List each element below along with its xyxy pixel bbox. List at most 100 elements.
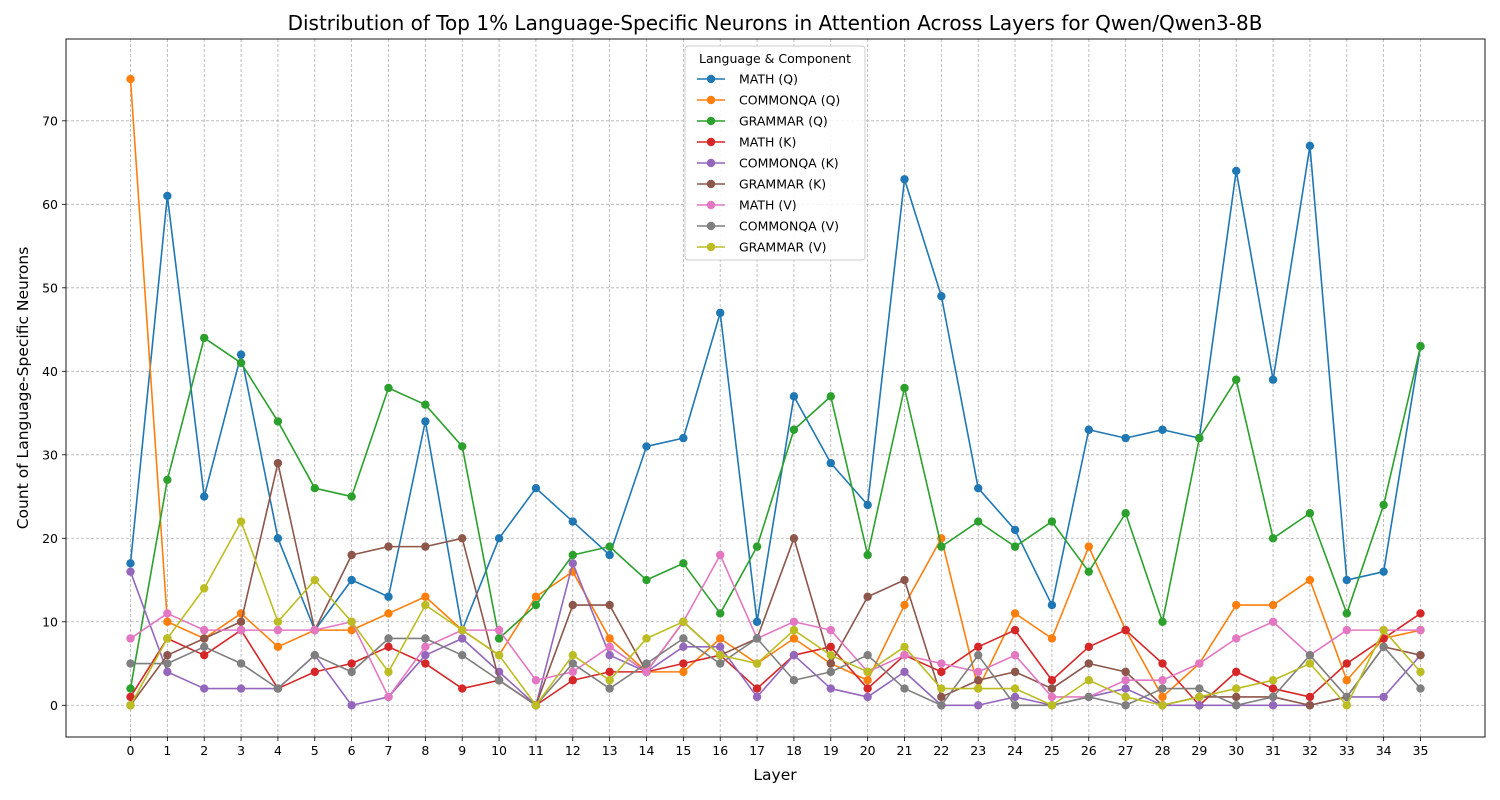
series-line (130, 637, 1422, 707)
data-point (642, 634, 651, 643)
data-point (458, 684, 467, 693)
series-commonqa-v (126, 634, 1425, 710)
data-point (1268, 600, 1278, 610)
data-point (1232, 166, 1241, 176)
x-tick-label: 25 (1044, 743, 1060, 758)
data-point (752, 542, 762, 551)
y-tick-label: 70 (42, 113, 58, 128)
data-point (421, 417, 430, 426)
data-point (1305, 141, 1315, 151)
y-tick-label: 10 (42, 614, 58, 629)
data-point (568, 650, 577, 660)
data-point (1195, 659, 1204, 668)
data-point (1268, 375, 1278, 384)
data-point (900, 642, 909, 652)
x-tick-label: 30 (1228, 743, 1244, 758)
data-point (1379, 692, 1388, 702)
data-point (126, 567, 135, 576)
data-point (1379, 567, 1388, 576)
data-point (1305, 659, 1315, 668)
data-point (236, 617, 246, 626)
data-point (163, 634, 172, 643)
data-point (273, 617, 283, 626)
data-point (1010, 525, 1020, 535)
series-grammar-v (126, 517, 1425, 710)
data-point (384, 634, 393, 643)
data-point (568, 659, 577, 668)
data-point (937, 542, 946, 551)
legend-label: MATH (Q) (739, 72, 798, 87)
series-line (129, 462, 1421, 707)
data-point (531, 483, 541, 493)
series-grammar-q (126, 333, 1425, 693)
x-tick-label: 27 (1118, 743, 1134, 758)
x-tick-label: 10 (491, 743, 507, 758)
data-point (789, 534, 799, 543)
data-point (1158, 701, 1167, 710)
data-point (679, 559, 688, 568)
data-point (236, 625, 246, 635)
data-point (974, 701, 983, 710)
y-tick-label: 30 (42, 447, 58, 462)
data-point (384, 542, 393, 551)
data-point (458, 442, 467, 451)
data-point (126, 692, 135, 702)
data-point (1158, 425, 1167, 434)
data-point (1305, 650, 1315, 660)
data-point (458, 650, 467, 660)
x-tick-label: 18 (786, 743, 802, 758)
data-point (863, 592, 872, 601)
data-point (1379, 634, 1388, 643)
data-point (605, 642, 614, 652)
data-point (236, 659, 246, 668)
legend-label: GRAMMAR (Q) (739, 114, 828, 129)
data-point (273, 534, 283, 543)
legend-swatch-marker (706, 137, 716, 147)
data-point (826, 458, 835, 468)
data-point (1195, 684, 1204, 693)
data-point (1305, 509, 1315, 518)
legend-entry: GRAMMAR (K) (697, 177, 826, 192)
data-point (1010, 692, 1020, 702)
legend-entry: COMMONQA (K) (697, 156, 839, 171)
data-point (1232, 701, 1241, 710)
data-point (126, 659, 135, 668)
data-point (1047, 692, 1057, 702)
y-tick-label: 0 (50, 698, 58, 713)
x-tick-label: 0 (127, 743, 135, 758)
data-point (826, 642, 835, 652)
data-point (1342, 676, 1351, 685)
data-point (347, 575, 356, 585)
data-point (1416, 625, 1425, 635)
data-point (1268, 701, 1278, 710)
data-point (384, 692, 393, 702)
data-point (1342, 625, 1351, 635)
data-point (458, 634, 467, 643)
x-tick-label: 23 (970, 743, 986, 758)
data-point (126, 684, 135, 693)
data-point (789, 634, 799, 643)
data-point (384, 609, 393, 618)
series-line (129, 612, 1421, 707)
data-point (273, 625, 283, 635)
data-point (531, 676, 541, 685)
x-tick-label: 26 (1081, 743, 1097, 758)
data-point (1084, 567, 1093, 576)
data-point (937, 692, 946, 702)
data-point (1232, 600, 1241, 610)
plot-series (126, 74, 1425, 710)
data-point (642, 442, 651, 451)
data-point (273, 458, 283, 468)
data-point (863, 667, 872, 677)
data-point (1010, 609, 1020, 618)
data-point (1342, 609, 1351, 618)
x-tick-label: 1 (163, 743, 171, 758)
data-point (458, 625, 467, 635)
data-point (200, 333, 209, 343)
series-line (130, 554, 1421, 698)
data-point (1342, 692, 1351, 702)
data-point (863, 650, 872, 660)
data-point (1416, 650, 1425, 660)
legend-box (684, 45, 866, 261)
y-axis-label: Count of Language-Specific Neurons (14, 247, 32, 530)
